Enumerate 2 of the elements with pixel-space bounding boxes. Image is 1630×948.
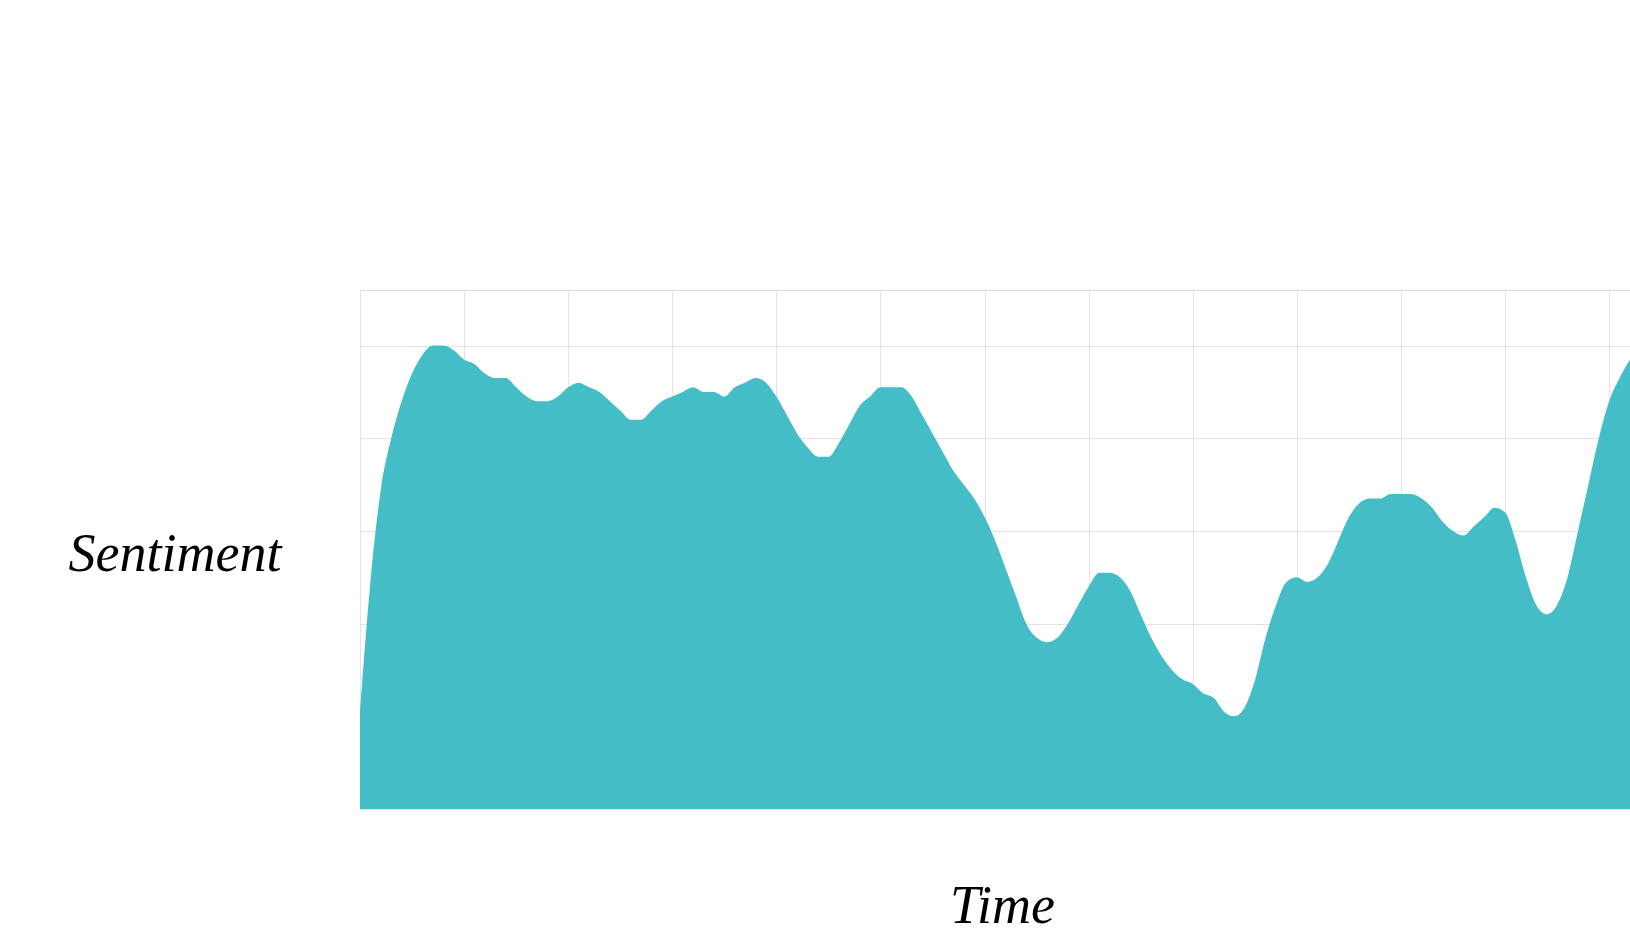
x-axis-title: Time xyxy=(949,874,1056,935)
y-axis-title: Sentiment xyxy=(68,522,284,583)
